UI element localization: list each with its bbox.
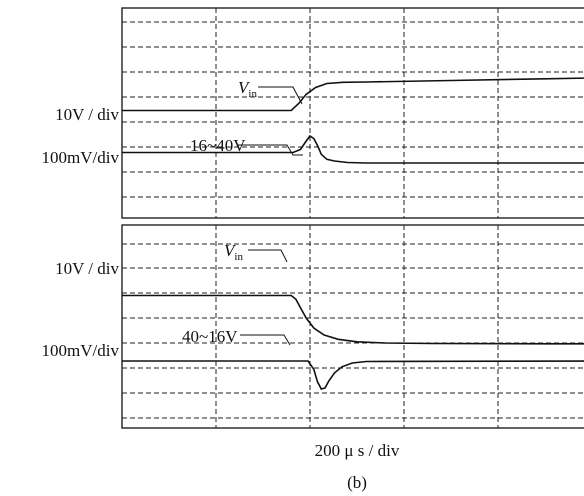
bottom-step-annotation: 40~16V <box>182 327 238 346</box>
bottom-vout-trace <box>122 360 584 390</box>
bottom-vin-leader <box>248 249 288 263</box>
bottom-ch2-scale-label: 100mV/div <box>42 341 120 360</box>
bottom-vout-leader <box>240 334 291 346</box>
bottom-ch1-scale-label: 10V / div <box>55 259 119 278</box>
top-step-annotation: 16~40V <box>190 136 246 155</box>
top-vout-trace <box>122 134 584 164</box>
top-panel-frame <box>121 7 584 219</box>
bottom-vin-annotation: Vin <box>224 241 243 263</box>
top-ch2-scale-label: 100mV/div <box>42 148 120 167</box>
bottom-panel-grid <box>122 225 584 428</box>
bottom-panel: Vin 40~16V 10V / div 100mV/div <box>42 224 584 429</box>
figure-caption: (b) <box>347 473 367 492</box>
bottom-panel-frame <box>121 224 584 429</box>
top-ch1-scale-label: 10V / div <box>55 105 119 124</box>
top-panel-grid <box>122 8 584 218</box>
bottom-vin-trace <box>122 294 584 345</box>
top-vin-annotation: Vin <box>238 78 257 100</box>
x-axis-label: 200 μ s / div <box>315 441 400 460</box>
top-panel: Vin 16~40V 10V / div 100mV/div <box>42 7 584 219</box>
top-vin-trace <box>122 77 584 112</box>
top-vout-leader <box>238 144 303 156</box>
top-vin-leader <box>258 86 303 105</box>
